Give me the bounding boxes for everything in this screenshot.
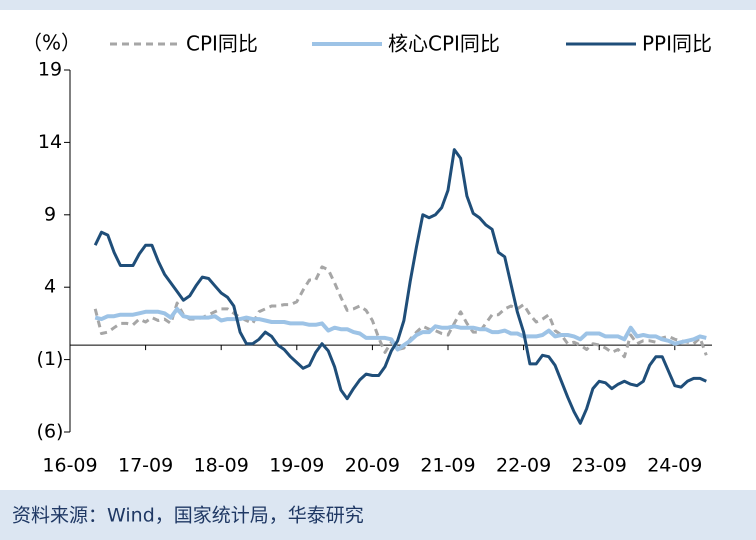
x-tick-label: 20-09 [345, 455, 400, 477]
x-tick-label: 19-09 [269, 455, 324, 477]
legend-label: CPI同比 [186, 32, 258, 56]
x-tick-label: 16-09 [42, 455, 97, 477]
footer-band [0, 490, 756, 540]
y-tick-label: 14 [38, 131, 62, 153]
source-note: 资料来源：Wind，国家统计局，华泰研究 [12, 505, 364, 527]
y-tick-label: 19 [38, 59, 62, 81]
x-tick-label: 18-09 [194, 455, 249, 477]
legend-label: PPI同比 [642, 32, 712, 56]
y-tick-label: 4 [44, 276, 56, 298]
series-line [93, 265, 708, 359]
legend-label: 核心CPI同比 [388, 32, 500, 56]
x-tick-label: 21-09 [420, 455, 475, 477]
y-tick-label: 9 [44, 203, 56, 225]
x-tick-label: 22-09 [496, 455, 551, 477]
top-band [0, 0, 756, 10]
y-tick-label: (1) [37, 348, 64, 370]
series-line [94, 306, 707, 352]
unit-label: （%） [22, 31, 81, 55]
y-tick-label: (6) [37, 421, 64, 443]
x-tick-label: 23-09 [572, 455, 627, 477]
x-tick-label: 17-09 [118, 455, 173, 477]
series-line [93, 148, 707, 425]
x-tick-label: 24-09 [647, 455, 702, 477]
